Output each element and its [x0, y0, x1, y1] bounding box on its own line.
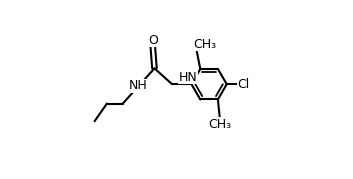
- Text: Cl: Cl: [237, 78, 250, 91]
- Text: O: O: [192, 38, 202, 51]
- Text: HN: HN: [179, 71, 197, 84]
- Text: NH: NH: [129, 79, 148, 93]
- Text: CH₃: CH₃: [208, 118, 231, 131]
- Text: O: O: [148, 34, 158, 47]
- Text: CH₃: CH₃: [193, 38, 216, 51]
